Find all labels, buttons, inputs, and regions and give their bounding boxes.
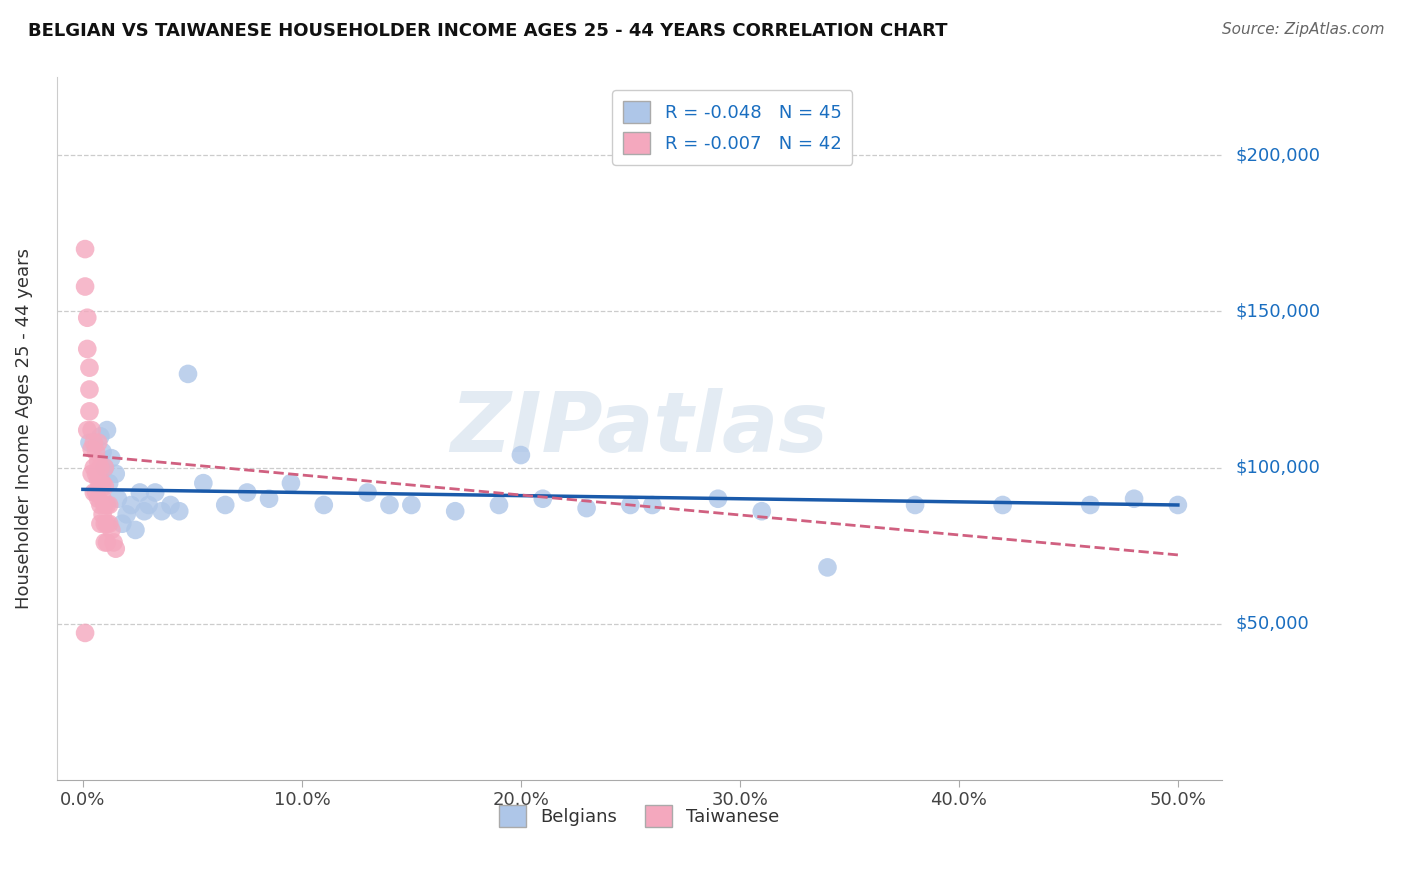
Point bbox=[98, 516, 121, 531]
Text: BELGIAN VS TAIWANESE HOUSEHOLDER INCOME AGES 25 - 44 YEARS CORRELATION CHART: BELGIAN VS TAIWANESE HOUSEHOLDER INCOME … bbox=[28, 22, 948, 40]
Point bbox=[89, 516, 111, 531]
Point bbox=[509, 448, 531, 462]
Point bbox=[401, 498, 423, 512]
Point bbox=[84, 485, 107, 500]
Point bbox=[707, 491, 730, 506]
Point bbox=[87, 435, 110, 450]
Point bbox=[100, 523, 122, 537]
Point bbox=[150, 504, 173, 518]
Point bbox=[83, 485, 105, 500]
Point bbox=[1078, 498, 1101, 512]
Point bbox=[94, 460, 117, 475]
Point bbox=[96, 423, 118, 437]
Point bbox=[79, 383, 101, 397]
Point bbox=[619, 498, 641, 512]
Point bbox=[103, 535, 125, 549]
Point bbox=[79, 435, 101, 450]
Point bbox=[87, 473, 110, 487]
Point bbox=[531, 491, 554, 506]
Point bbox=[91, 508, 114, 522]
Point bbox=[96, 498, 118, 512]
Point bbox=[177, 367, 200, 381]
Point bbox=[104, 541, 127, 556]
Point bbox=[991, 498, 1014, 512]
Point bbox=[143, 485, 166, 500]
Point bbox=[280, 476, 302, 491]
Text: $150,000: $150,000 bbox=[1236, 302, 1320, 320]
Point bbox=[89, 429, 111, 443]
Point bbox=[236, 485, 259, 500]
Point bbox=[167, 504, 190, 518]
Text: $200,000: $200,000 bbox=[1236, 146, 1320, 164]
Point bbox=[80, 423, 103, 437]
Text: $100,000: $100,000 bbox=[1236, 458, 1320, 476]
Legend: Belgians, Taiwanese: Belgians, Taiwanese bbox=[492, 797, 786, 834]
Point bbox=[575, 501, 598, 516]
Point bbox=[75, 242, 97, 256]
Point bbox=[214, 498, 236, 512]
Point bbox=[378, 498, 401, 512]
Point bbox=[76, 423, 98, 437]
Point bbox=[96, 535, 118, 549]
Point bbox=[87, 491, 110, 506]
Point bbox=[76, 342, 98, 356]
Point bbox=[115, 508, 138, 522]
Point bbox=[83, 460, 105, 475]
Point bbox=[111, 516, 134, 531]
Point bbox=[89, 476, 111, 491]
Point bbox=[1167, 498, 1189, 512]
Point bbox=[257, 491, 280, 506]
Text: Source: ZipAtlas.com: Source: ZipAtlas.com bbox=[1222, 22, 1385, 37]
Point bbox=[80, 442, 103, 456]
Point bbox=[312, 498, 335, 512]
Point bbox=[193, 476, 215, 491]
Point bbox=[94, 460, 117, 475]
Point bbox=[75, 626, 97, 640]
Point bbox=[98, 476, 121, 491]
Point bbox=[107, 491, 129, 506]
Point bbox=[84, 445, 107, 459]
Point bbox=[89, 460, 111, 475]
Point bbox=[79, 360, 101, 375]
Point bbox=[87, 454, 110, 468]
Point bbox=[98, 498, 121, 512]
Point bbox=[104, 467, 127, 481]
Text: $50,000: $50,000 bbox=[1236, 615, 1309, 632]
Point bbox=[91, 476, 114, 491]
Point bbox=[91, 491, 114, 506]
Point bbox=[91, 445, 114, 459]
Point bbox=[904, 498, 927, 512]
Point bbox=[641, 498, 664, 512]
Point bbox=[356, 485, 378, 500]
Point bbox=[96, 516, 118, 531]
Point bbox=[89, 498, 111, 512]
Y-axis label: Householder Income Ages 25 - 44 years: Householder Income Ages 25 - 44 years bbox=[15, 248, 32, 609]
Point bbox=[1123, 491, 1146, 506]
Point bbox=[817, 560, 839, 574]
Point bbox=[751, 504, 773, 518]
Text: ZIPatlas: ZIPatlas bbox=[450, 388, 828, 469]
Point bbox=[100, 451, 122, 466]
Point bbox=[94, 479, 117, 493]
Point bbox=[128, 485, 150, 500]
Point bbox=[80, 467, 103, 481]
Point bbox=[94, 498, 117, 512]
Point bbox=[488, 498, 510, 512]
Point bbox=[84, 467, 107, 481]
Point bbox=[124, 523, 146, 537]
Point bbox=[83, 435, 105, 450]
Point bbox=[138, 498, 160, 512]
Point bbox=[444, 504, 467, 518]
Point bbox=[79, 404, 101, 418]
Point bbox=[76, 310, 98, 325]
Point bbox=[94, 535, 117, 549]
Point bbox=[134, 504, 156, 518]
Point bbox=[159, 498, 181, 512]
Point bbox=[120, 498, 142, 512]
Point bbox=[94, 516, 117, 531]
Point bbox=[75, 279, 97, 293]
